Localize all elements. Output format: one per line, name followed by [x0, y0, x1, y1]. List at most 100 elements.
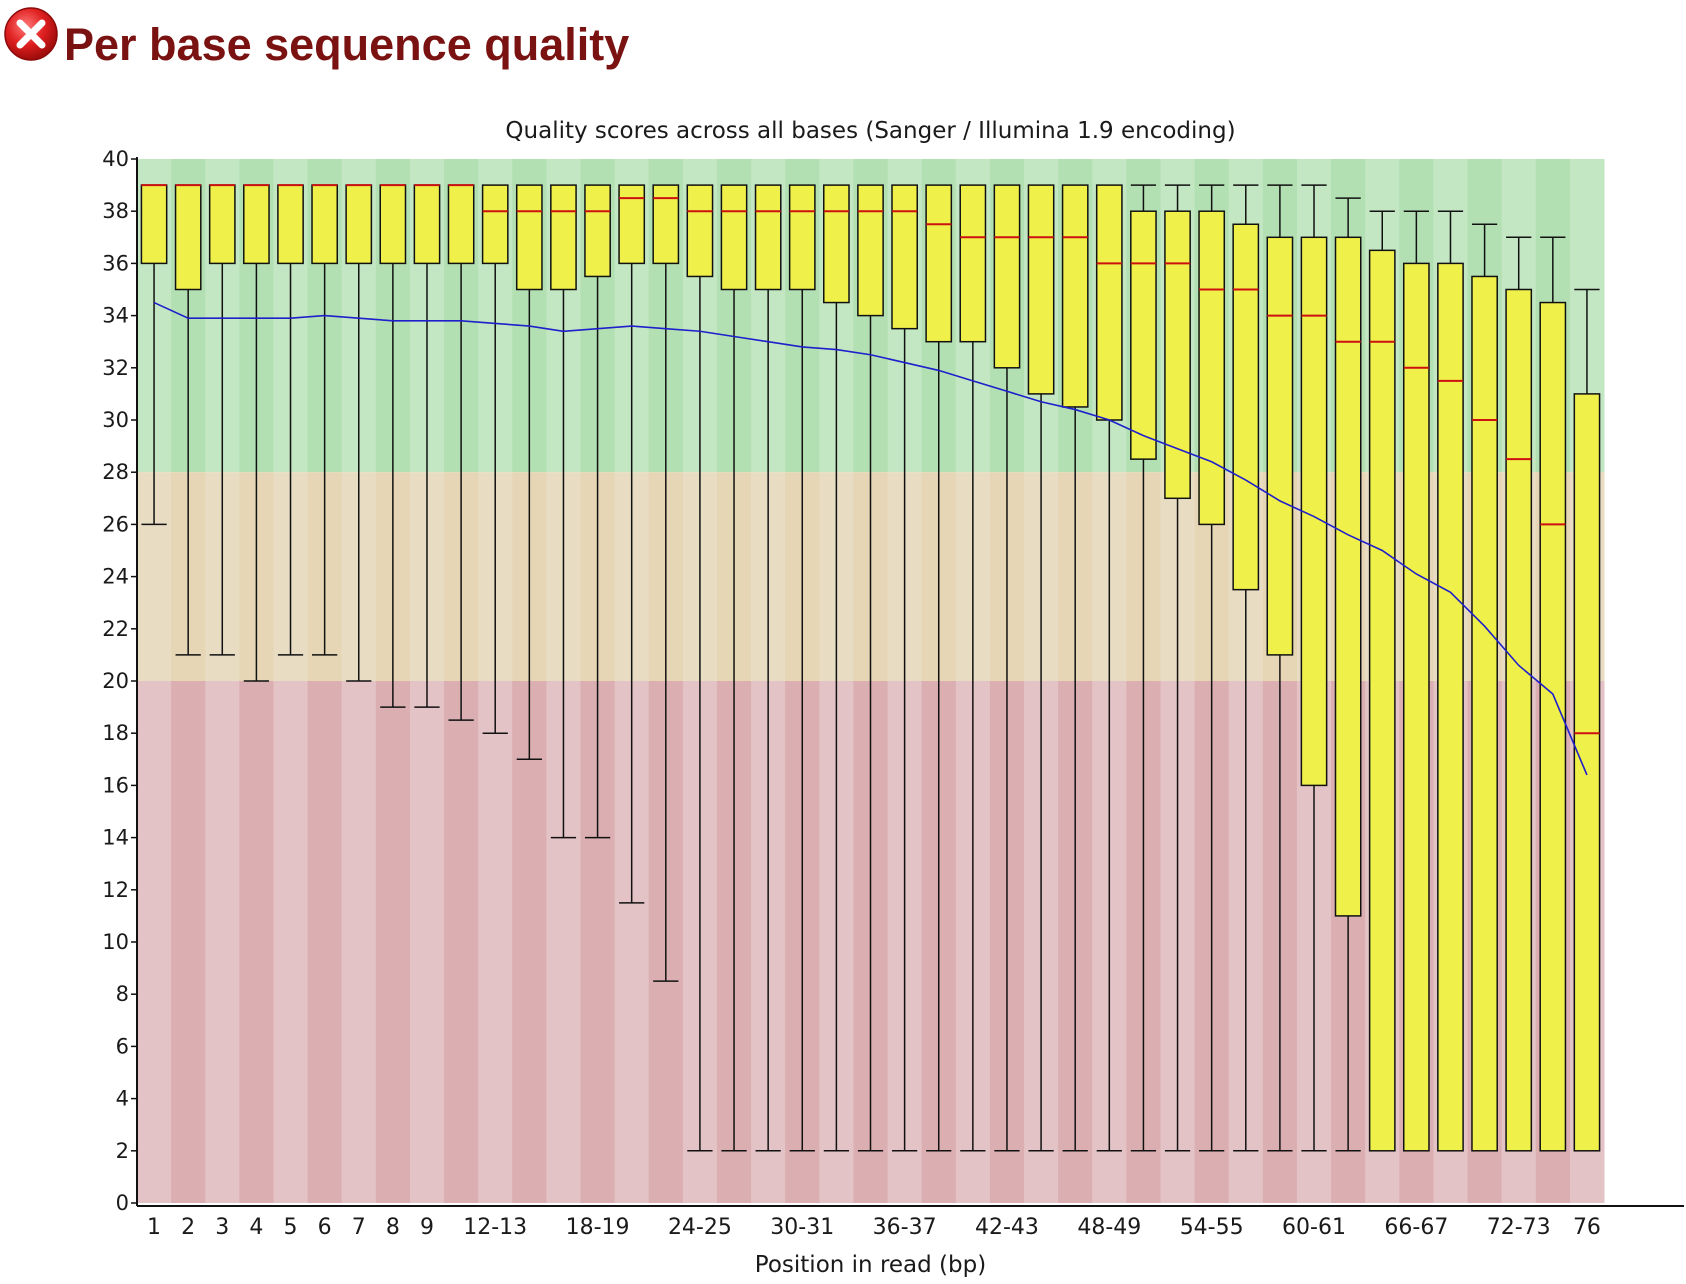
zone-poor-stripe	[239, 681, 274, 1203]
quartile-box	[311, 184, 339, 265]
quartile-box	[1061, 184, 1089, 408]
x-tick-label: 5	[284, 1215, 298, 1240]
mean-quality-line	[153, 301, 1588, 776]
y-tick-label: 32	[102, 356, 129, 380]
x-tick-label: 8	[386, 1215, 400, 1240]
quartile-box	[277, 184, 304, 265]
x-tick-label: 60-61	[1282, 1215, 1346, 1240]
quartile-box	[925, 184, 953, 343]
zone-poor-stripe	[273, 681, 309, 1203]
quartile-box	[515, 184, 543, 291]
zone-poor-stripe	[341, 681, 377, 1203]
y-tick-label: 8	[116, 982, 129, 1006]
quartile-box	[652, 184, 680, 265]
quartile-box	[1130, 210, 1157, 460]
quartile-box	[243, 184, 270, 265]
zone-poor-stripe	[512, 681, 547, 1203]
y-tick-label: 0	[116, 1191, 129, 1215]
quartile-box	[174, 184, 202, 291]
zone-poor-stripe	[444, 681, 479, 1203]
y-tick-label: 34	[102, 304, 129, 328]
quartile-box	[754, 184, 782, 291]
quartile-box	[140, 184, 168, 265]
zone-poor-stripe	[409, 681, 445, 1203]
x-tick-label: 3	[215, 1215, 229, 1240]
zone-poor-stripe	[375, 681, 411, 1203]
x-tick-label: 72-73	[1487, 1215, 1551, 1240]
y-tick-label: 14	[102, 826, 129, 850]
quartile-box	[1368, 249, 1396, 1152]
quartile-box	[345, 184, 373, 265]
x-tick-label: 1	[147, 1215, 161, 1240]
quartile-box	[1164, 210, 1191, 500]
y-tick-label: 28	[102, 460, 129, 484]
x-tick-label: 76	[1573, 1215, 1601, 1240]
x-tick-label: 36-37	[873, 1215, 937, 1240]
zone-poor-stripe	[205, 681, 240, 1203]
quartile-box	[379, 184, 407, 265]
quartile-box	[413, 184, 441, 265]
quartile-box	[1198, 210, 1226, 526]
y-tick-label: 26	[102, 512, 129, 536]
quartile-box	[584, 184, 611, 278]
quartile-box	[1573, 393, 1601, 1152]
x-tick-label: 66-67	[1384, 1215, 1448, 1240]
zone-poor-stripe	[478, 681, 513, 1203]
x-tick-label: 4	[249, 1215, 263, 1240]
y-tick-label: 30	[102, 408, 129, 432]
y-tick-label: 16	[102, 773, 129, 797]
y-tick-label: 2	[116, 1139, 129, 1163]
zone-poor-stripe	[137, 681, 172, 1203]
quartile-box	[208, 184, 236, 265]
quartile-box	[686, 184, 714, 278]
quartile-box	[1402, 262, 1430, 1152]
quartile-box	[1027, 184, 1055, 395]
x-tick-label: 42-43	[975, 1215, 1039, 1240]
quartile-box	[1232, 223, 1260, 591]
y-tick-label: 18	[102, 721, 129, 745]
x-axis-label: Position in read (bp)	[755, 1252, 986, 1278]
quartile-box	[720, 184, 748, 291]
y-tick-label: 36	[102, 251, 129, 275]
x-tick-label: 9	[420, 1215, 434, 1240]
quartile-box	[857, 184, 884, 317]
y-tick-label: 22	[102, 617, 129, 641]
y-tick-label: 6	[116, 1034, 129, 1058]
quartile-box	[1266, 236, 1294, 656]
quartile-box	[788, 184, 816, 291]
quartile-box	[823, 184, 850, 304]
quartile-box	[1539, 301, 1567, 1152]
chart-title: Quality scores across all bases (Sanger …	[505, 118, 1235, 144]
quartile-box	[1471, 275, 1498, 1152]
y-tick-label: 10	[102, 930, 129, 954]
quartile-box	[1095, 184, 1123, 421]
y-tick-label: 4	[116, 1087, 129, 1111]
y-tick-label: 24	[102, 565, 129, 589]
quartile-box	[1505, 288, 1533, 1152]
x-tick-label: 24-25	[668, 1215, 732, 1240]
y-tick-label: 40	[102, 147, 129, 171]
y-tick-label: 12	[102, 878, 129, 902]
quartile-box	[1437, 262, 1464, 1152]
report-header: Per base sequence quality	[0, 0, 1686, 90]
x-tick-label: 48-49	[1077, 1215, 1141, 1240]
quartile-box	[891, 184, 918, 330]
page-title: Per base sequence quality	[64, 19, 630, 70]
zone-poor-stripe	[307, 681, 343, 1203]
zone-poor-stripe	[171, 681, 206, 1203]
quartile-box	[1334, 236, 1362, 917]
quartile-box	[618, 184, 646, 265]
quartile-box	[1300, 236, 1328, 787]
y-tick-label: 38	[102, 199, 129, 223]
x-tick-label: 54-55	[1180, 1215, 1244, 1240]
x-tick-label: 12-13	[463, 1215, 527, 1240]
quartile-box	[481, 184, 509, 265]
x-tick-label: 30-31	[770, 1215, 834, 1240]
x-tick-label: 2	[181, 1215, 195, 1240]
quartile-box	[959, 184, 987, 343]
x-tick-label: 7	[352, 1215, 366, 1240]
error-x-icon	[4, 7, 58, 61]
quartile-box	[993, 184, 1021, 369]
x-tick-label: 18-19	[566, 1215, 630, 1240]
